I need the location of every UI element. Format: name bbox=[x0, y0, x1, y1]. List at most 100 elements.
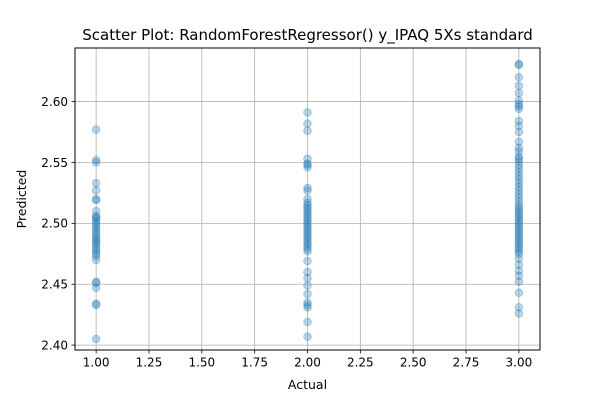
scatter-point bbox=[91, 278, 101, 288]
scatter-point bbox=[303, 267, 312, 277]
x-tick-label: 2.75 bbox=[453, 356, 480, 370]
scatter-point bbox=[91, 300, 101, 310]
y-tick-label: 2.40 bbox=[41, 338, 68, 352]
scatter-point bbox=[91, 283, 101, 293]
scatter-point bbox=[514, 222, 524, 232]
scatter-point bbox=[91, 299, 101, 308]
scatter-point bbox=[91, 239, 101, 249]
scatter-point bbox=[514, 215, 524, 224]
scatter-point bbox=[514, 156, 524, 166]
scatter-point bbox=[514, 213, 524, 222]
scatter-point bbox=[303, 154, 312, 164]
scatter-point bbox=[303, 159, 312, 168]
x-tick-label: 1.75 bbox=[241, 356, 268, 370]
scatter-point bbox=[514, 208, 524, 217]
scatter-point bbox=[514, 203, 524, 212]
scatter-point bbox=[514, 99, 524, 109]
scatter-point bbox=[514, 160, 524, 170]
y-tick-label: 2.50 bbox=[41, 217, 68, 231]
scatter-point bbox=[514, 254, 524, 263]
data-points bbox=[91, 59, 524, 344]
scatter-point bbox=[303, 332, 312, 341]
x-tick-label: 2.00 bbox=[294, 356, 321, 370]
scatter-point bbox=[514, 171, 524, 181]
y-tick-label: 2.60 bbox=[41, 95, 68, 109]
scatter-point bbox=[514, 266, 524, 276]
scatter-point bbox=[303, 217, 312, 227]
scatter-point bbox=[514, 59, 524, 69]
scatter-point bbox=[303, 198, 312, 207]
scatter-point bbox=[514, 230, 524, 239]
scatter-point bbox=[303, 213, 312, 222]
scatter-point bbox=[91, 221, 101, 231]
scatter-point bbox=[514, 200, 524, 210]
scatter-point bbox=[514, 60, 524, 70]
scatter-point bbox=[514, 88, 524, 98]
scatter-point bbox=[91, 233, 101, 243]
scatter-point bbox=[303, 222, 312, 232]
scatter-point bbox=[514, 102, 524, 111]
scatter-point bbox=[514, 154, 524, 164]
scatter-point bbox=[514, 232, 524, 241]
scatter-point bbox=[91, 255, 101, 265]
scatter-point bbox=[514, 167, 524, 177]
scatter-point bbox=[91, 216, 101, 226]
scatter-point bbox=[91, 226, 101, 235]
scatter-point bbox=[91, 249, 101, 259]
scatter-point bbox=[91, 214, 101, 223]
scatter-point bbox=[303, 273, 312, 283]
scatter-point bbox=[303, 203, 312, 212]
scatter-point bbox=[514, 197, 524, 206]
scatter-point bbox=[514, 303, 524, 312]
scatter-point bbox=[514, 239, 524, 249]
scatter-point bbox=[514, 260, 524, 270]
scatter-point bbox=[91, 155, 101, 165]
scatter-point bbox=[514, 182, 524, 192]
scatter-point bbox=[303, 220, 312, 229]
scatter-point bbox=[303, 194, 312, 204]
scatter-point bbox=[91, 334, 101, 344]
x-tick-label: 3.00 bbox=[506, 356, 533, 370]
scatter-point bbox=[514, 147, 524, 156]
scatter-point bbox=[91, 277, 101, 287]
scatter-point bbox=[514, 121, 524, 131]
scatter-point bbox=[91, 242, 101, 251]
y-axis-label: Predicted bbox=[14, 170, 29, 229]
scatter-point bbox=[91, 186, 101, 195]
scatter-point bbox=[91, 236, 101, 245]
scatter-point bbox=[514, 72, 524, 82]
y-tick-label: 2.55 bbox=[41, 156, 68, 170]
scatter-point bbox=[91, 244, 101, 254]
scatter-point bbox=[303, 237, 312, 246]
scatter-point bbox=[514, 152, 524, 161]
x-tick-label: 1.00 bbox=[83, 356, 110, 370]
x-tick-label: 1.50 bbox=[188, 356, 215, 370]
scatter-point bbox=[514, 116, 524, 126]
axis-ticks: 1.00 1.25 1.50 1.75 2.00 2.25 2.50 2.75 3.00 2.40… bbox=[41, 95, 532, 370]
scatter-point bbox=[303, 186, 312, 195]
scatter-point bbox=[514, 247, 524, 256]
scatter-point bbox=[303, 160, 312, 170]
scatter-point bbox=[303, 215, 312, 224]
scatter-point bbox=[514, 309, 524, 318]
scatter-point bbox=[303, 303, 312, 312]
scatter-point bbox=[303, 239, 312, 249]
scatter-point bbox=[514, 205, 524, 215]
scatter-point bbox=[514, 81, 524, 90]
chart-title: Scatter Plot: RandomForestRegressor() y_… bbox=[82, 26, 533, 45]
scatter-point bbox=[514, 193, 524, 203]
scatter-point bbox=[91, 194, 101, 204]
x-tick-label: 2.25 bbox=[347, 356, 374, 370]
scatter-point bbox=[91, 195, 101, 205]
x-axis-label: Actual bbox=[288, 377, 327, 392]
scatter-point bbox=[91, 211, 101, 221]
scatter-point bbox=[91, 223, 101, 233]
scatter-point bbox=[514, 104, 524, 114]
scatter-point bbox=[91, 219, 101, 228]
scatter-point bbox=[514, 189, 524, 199]
x-tick-label: 2.50 bbox=[400, 356, 427, 370]
scatter-point bbox=[91, 231, 101, 240]
scatter-point bbox=[514, 178, 524, 188]
scatter-point bbox=[303, 108, 312, 117]
